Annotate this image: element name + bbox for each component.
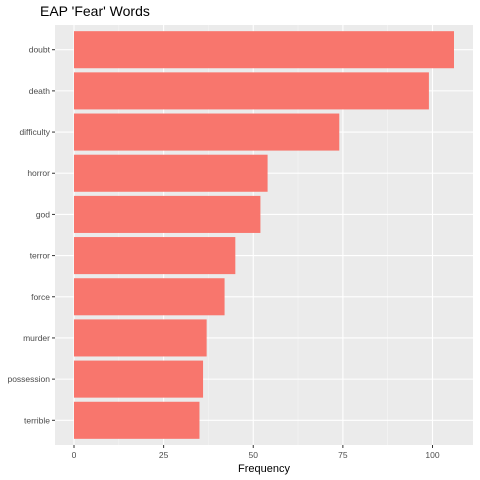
bar-terror xyxy=(74,237,236,275)
bar-doubt xyxy=(74,31,454,69)
x-tick-label: 0 xyxy=(72,450,77,460)
bar-possession xyxy=(74,360,204,398)
x-axis-title: Frequency xyxy=(238,463,290,475)
x-tick-label: 100 xyxy=(425,450,439,460)
y-tick-label: terror xyxy=(30,251,50,261)
x-tick-label: 75 xyxy=(338,450,348,460)
bars xyxy=(74,31,454,439)
y-tick-label: terrible xyxy=(24,415,50,425)
y-tick-label: force xyxy=(31,292,50,302)
bar-horror xyxy=(74,154,268,192)
y-tick-label: god xyxy=(36,209,50,219)
y-tick-label: doubt xyxy=(29,45,51,55)
bar-god xyxy=(74,195,261,233)
x-axis: 0 25 50 75 100 xyxy=(72,445,440,460)
y-tick-label: horror xyxy=(27,168,50,178)
x-tick-label: 50 xyxy=(249,450,259,460)
bar-force xyxy=(74,278,225,316)
bar-murder xyxy=(74,319,207,357)
y-tick-label: possession xyxy=(7,374,50,384)
y-axis: doubt death difficulty horror god terror force… xyxy=(7,45,55,425)
bar-death xyxy=(74,72,429,110)
bar-terrible xyxy=(74,401,200,439)
x-tick-label: 25 xyxy=(159,450,169,460)
y-tick-label: difficulty xyxy=(19,127,50,137)
bar-difficulty xyxy=(74,113,340,151)
y-tick-label: death xyxy=(29,86,51,96)
y-tick-label: murder xyxy=(23,333,50,343)
chart-title: EAP 'Fear' Words xyxy=(40,3,150,19)
